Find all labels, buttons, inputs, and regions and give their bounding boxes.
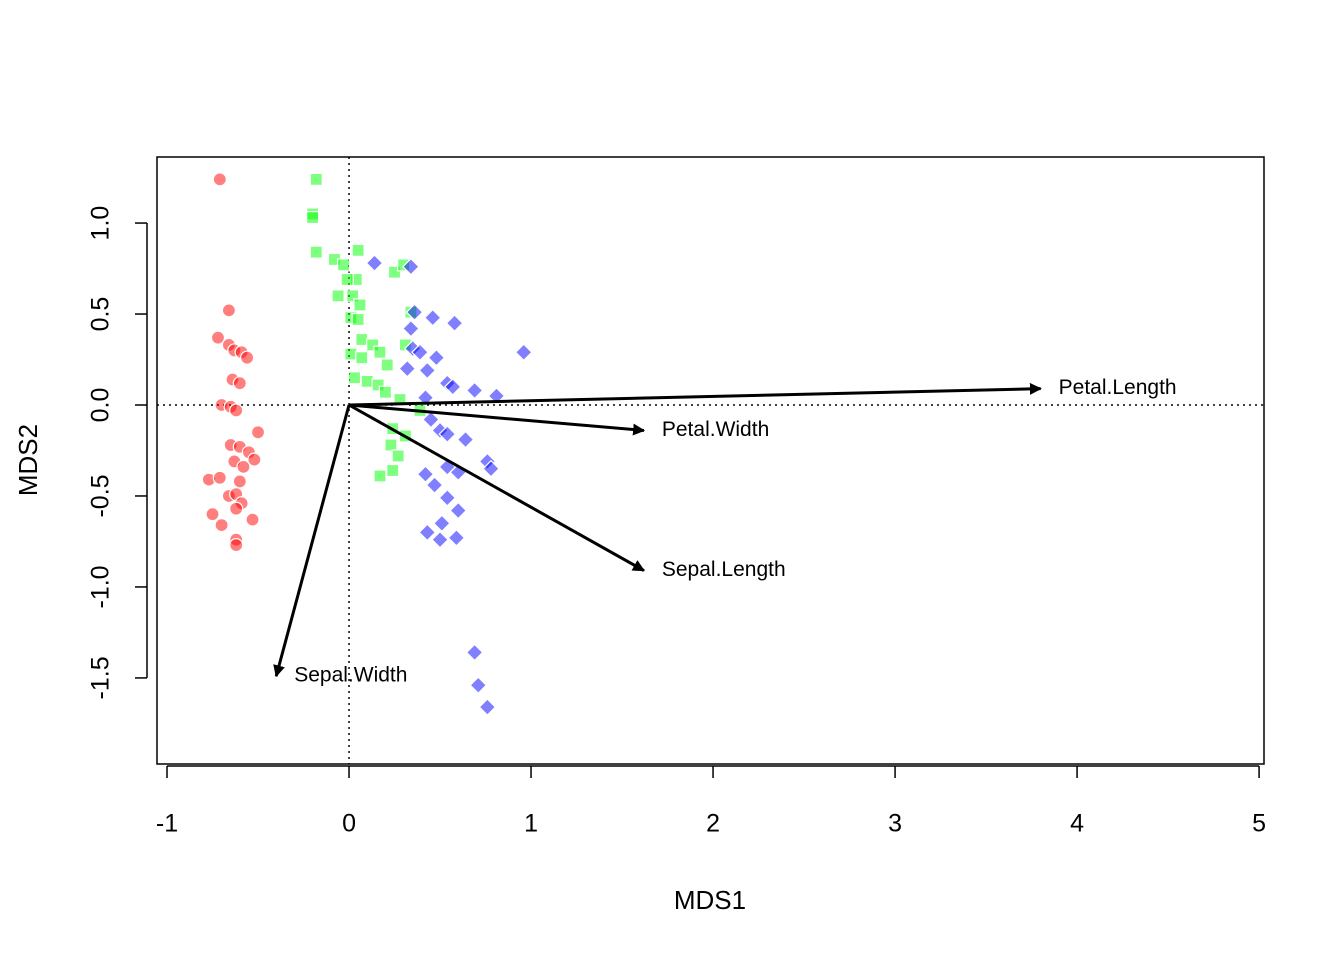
point (373, 469, 387, 483)
point (205, 507, 220, 522)
loading-arrow (348, 403, 645, 572)
point (373, 345, 387, 359)
point (229, 501, 244, 516)
y-tick-label: -1.0 (87, 565, 115, 608)
x-tick-label: 4 (1070, 810, 1084, 838)
point (309, 172, 323, 186)
point (438, 425, 457, 443)
point (360, 374, 374, 388)
point (210, 330, 226, 345)
point (447, 528, 466, 547)
arrow-label: Sepal.Length (662, 558, 786, 581)
arrow-label: Petal.Length (1059, 376, 1177, 399)
point (250, 425, 266, 440)
x-axis-title: MDS1 (674, 885, 746, 915)
arrow-label: Petal.Width (662, 418, 769, 441)
point (347, 371, 362, 385)
point (355, 351, 369, 365)
point (239, 350, 255, 365)
point (212, 172, 227, 187)
point (445, 314, 464, 332)
point (344, 347, 358, 361)
point (221, 303, 236, 318)
x-tick-label: 3 (888, 810, 902, 838)
point (456, 430, 475, 449)
point (418, 361, 437, 380)
point (236, 459, 251, 474)
point (469, 676, 488, 695)
point (232, 376, 247, 391)
point (482, 459, 500, 478)
y-tick-label: -1.5 (87, 656, 115, 699)
point (391, 449, 405, 463)
arrow-label: Sepal.Width (294, 664, 407, 687)
loading-arrow (348, 403, 646, 436)
x-tick-label: 1 (524, 810, 538, 838)
point (443, 377, 462, 396)
point (245, 512, 260, 527)
point (351, 312, 365, 327)
point (331, 289, 345, 303)
point (438, 488, 457, 507)
plot-frame (156, 156, 1265, 765)
point (465, 643, 484, 662)
point (405, 303, 424, 322)
loading-arrow (348, 382, 1042, 407)
x-tick-label: -1 (156, 810, 178, 838)
point (416, 465, 435, 483)
x-tick-label: 0 (342, 810, 356, 838)
x-tick-label: 5 (1252, 810, 1266, 838)
point (427, 348, 446, 367)
point (380, 358, 394, 372)
point (212, 470, 227, 485)
point (422, 410, 440, 429)
point (514, 343, 533, 362)
point (229, 538, 244, 553)
point (487, 387, 506, 405)
point (214, 517, 229, 533)
point (340, 272, 354, 287)
point (423, 308, 442, 327)
point (336, 258, 351, 272)
point (465, 381, 484, 400)
point (355, 332, 369, 347)
x-tick-label: 2 (706, 810, 720, 838)
y-tick-label: 1.0 (87, 206, 115, 241)
point (402, 257, 420, 276)
point (402, 319, 420, 338)
point (398, 359, 417, 378)
point (478, 698, 497, 716)
point (384, 438, 398, 452)
point (229, 403, 244, 418)
point (232, 474, 247, 489)
point (449, 501, 468, 520)
loading-arrow (273, 404, 351, 678)
point (411, 343, 429, 362)
y-axis-title: MDS2 (13, 424, 43, 496)
point (247, 452, 262, 467)
point (309, 245, 323, 259)
point (418, 523, 437, 542)
point (306, 210, 320, 225)
point (431, 530, 449, 549)
y-tick-label: 0.5 (87, 297, 115, 332)
point (425, 476, 444, 494)
y-tick-label: -0.5 (87, 474, 115, 517)
point (378, 385, 393, 399)
point (353, 298, 367, 312)
point (433, 514, 451, 533)
y-tick-label: 0.0 (87, 388, 115, 423)
point (351, 243, 365, 257)
point (365, 254, 384, 272)
point (386, 463, 400, 478)
